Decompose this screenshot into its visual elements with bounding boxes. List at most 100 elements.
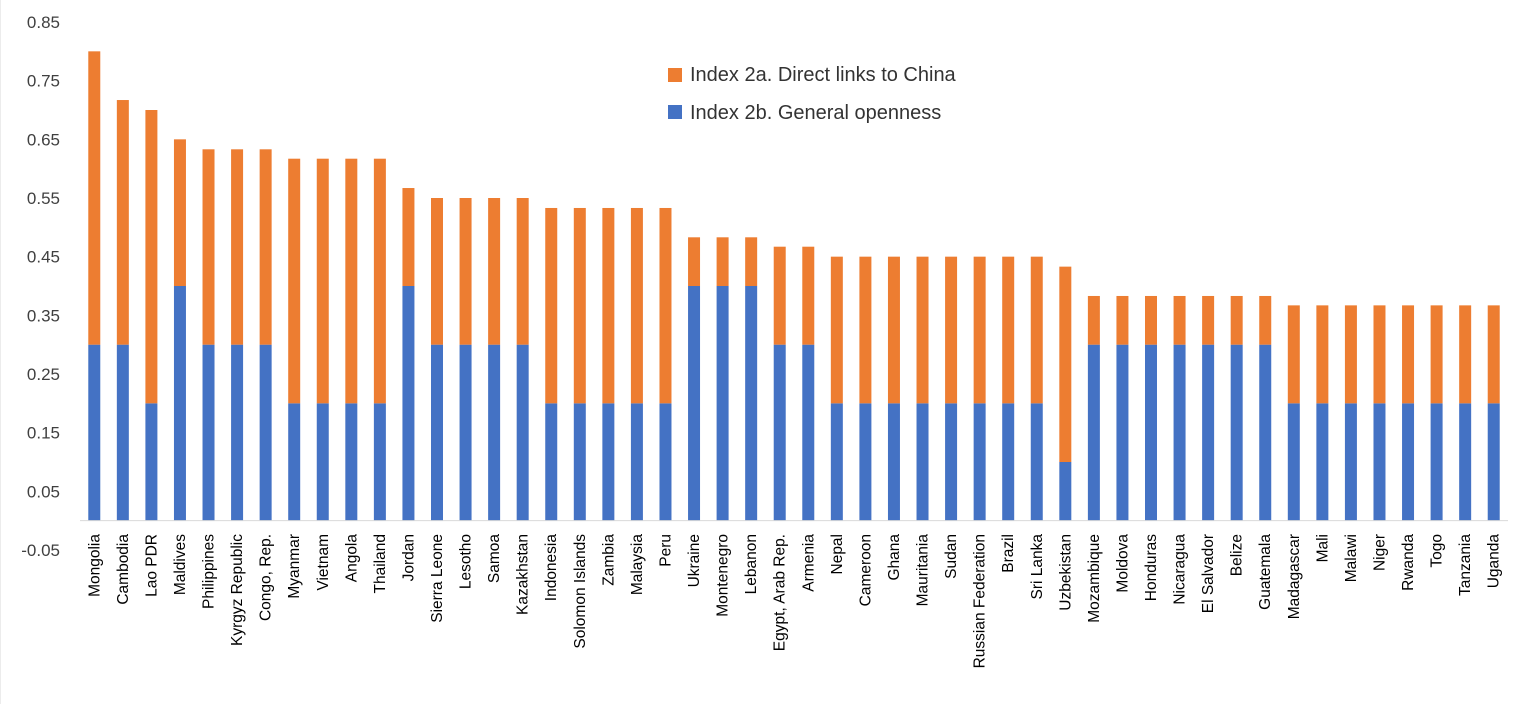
legend-swatch-direct-links xyxy=(668,68,682,82)
x-category-label: Guatemala xyxy=(1257,534,1274,610)
bar-direct-links xyxy=(1030,256,1043,404)
x-category-label: Nicaragua xyxy=(1172,534,1189,605)
x-category-label: Honduras xyxy=(1143,534,1160,601)
x-category-label: Mali xyxy=(1314,534,1331,562)
y-tick-label: 0.05 xyxy=(27,482,60,501)
bar-direct-links xyxy=(1344,305,1357,404)
bar-direct-links xyxy=(688,237,701,286)
x-category-label: Ghana xyxy=(886,534,903,581)
bar-direct-links xyxy=(145,110,158,404)
x-category-label: Togo xyxy=(1429,534,1446,568)
bar-direct-links xyxy=(259,149,272,345)
bar-general-openness xyxy=(745,286,758,521)
x-category-label: Cambodia xyxy=(115,534,132,605)
bar-direct-links xyxy=(88,51,101,345)
x-category-label: Ukraine xyxy=(686,534,703,587)
x-category-label: Rwanda xyxy=(1400,534,1417,591)
x-category-label: Maldives xyxy=(172,534,189,595)
bar-direct-links xyxy=(488,198,501,345)
bar-direct-links xyxy=(945,256,958,404)
bar-direct-links xyxy=(630,207,643,404)
bar-direct-links xyxy=(459,198,472,345)
bar-direct-links xyxy=(1459,305,1472,404)
bar-direct-links xyxy=(1373,305,1386,404)
x-category-label: Belize xyxy=(1229,534,1246,576)
x-category-label: Thailand xyxy=(372,534,389,593)
bar-direct-links xyxy=(1316,305,1329,404)
bar-general-openness xyxy=(802,344,815,521)
bar-general-openness xyxy=(231,344,244,521)
x-category-label: Philippines xyxy=(201,534,218,609)
bar-direct-links xyxy=(973,256,986,404)
x-category-label: Uzbekistan xyxy=(1057,534,1074,611)
x-category-label: Moldova xyxy=(1114,534,1131,593)
x-category-label: Myanmar xyxy=(286,534,303,599)
bar-general-openness xyxy=(431,344,443,521)
bar-general-openness xyxy=(1202,344,1215,521)
legend-label-direct-links: Index 2a. Direct links to China xyxy=(690,64,957,86)
x-category-label: Montenegro xyxy=(715,534,732,617)
bar-general-openness xyxy=(1459,403,1472,521)
legend: Index 2a. Direct links to China Index 2b… xyxy=(668,64,957,124)
bar-general-openness xyxy=(1059,462,1072,521)
bar-general-openness xyxy=(1287,403,1300,521)
x-category-label: Mongolia xyxy=(86,534,103,597)
y-tick-label: 0.65 xyxy=(27,130,60,149)
bar-general-openness xyxy=(688,286,701,521)
y-tick-label: 0.75 xyxy=(27,72,60,91)
bar-general-openness xyxy=(202,344,215,521)
x-category-label: Indonesia xyxy=(543,534,560,602)
x-category-label: Lesotho xyxy=(458,534,475,589)
bar-general-openness xyxy=(773,344,786,521)
bar-direct-links xyxy=(1259,295,1272,345)
x-category-label: Sudan xyxy=(943,534,960,579)
x-category-label: Lebanon xyxy=(743,534,760,594)
bar-general-openness xyxy=(1145,344,1157,521)
bar-direct-links xyxy=(431,198,443,345)
bar-direct-links xyxy=(345,158,358,404)
bar-direct-links xyxy=(830,256,843,404)
x-category-label: Nepal xyxy=(829,534,846,575)
bar-general-openness xyxy=(488,344,501,521)
x-category-label: Vietnam xyxy=(315,534,332,591)
bar-general-openness xyxy=(88,344,101,521)
bar-direct-links xyxy=(1145,295,1157,345)
y-tick-label: -0.05 xyxy=(21,541,60,560)
bar-general-openness xyxy=(1487,403,1500,521)
bar-general-openness xyxy=(259,344,272,521)
bar-general-openness xyxy=(316,403,329,521)
x-category-label: Malaysia xyxy=(629,534,646,596)
y-tick-label: 0.35 xyxy=(27,306,60,325)
bar-direct-links xyxy=(231,149,244,345)
bar-general-openness xyxy=(1316,403,1329,521)
x-category-label: Jordan xyxy=(400,534,417,581)
bar-general-openness xyxy=(1373,403,1386,521)
x-category-label: Zambia xyxy=(600,534,617,586)
x-axis-category-labels: Mongolia Cambodia Lao PDR Maldives Philippin… xyxy=(86,534,1502,669)
bar-general-openness xyxy=(973,403,986,521)
bar-general-openness xyxy=(602,403,615,521)
bar-general-openness xyxy=(1116,344,1129,521)
bar-direct-links xyxy=(316,158,329,404)
bar-direct-links xyxy=(716,237,729,286)
bar-general-openness xyxy=(573,403,586,521)
bar-direct-links xyxy=(288,158,301,404)
bar-general-openness xyxy=(1230,344,1243,521)
bar-general-openness xyxy=(1173,344,1186,521)
bar-direct-links xyxy=(1202,295,1215,345)
x-category-label: Sierra Leone xyxy=(429,534,446,623)
x-category-label: El Salvador xyxy=(1200,534,1217,613)
y-tick-label: 0.25 xyxy=(27,365,60,384)
y-axis-ticks: 0.85 0.75 0.65 0.55 0.45 0.35 0.25 0.15 0.05 -0.0… xyxy=(21,13,60,560)
y-tick-label: 0.45 xyxy=(27,248,60,267)
bar-direct-links xyxy=(1402,305,1415,404)
y-tick-label: 0.55 xyxy=(27,189,60,208)
bar-direct-links xyxy=(373,158,386,404)
bar-general-openness xyxy=(1259,344,1272,521)
bar-direct-links xyxy=(1487,305,1500,404)
bar-direct-links xyxy=(802,246,815,345)
bars xyxy=(88,51,1500,521)
x-category-label: Armenia xyxy=(800,534,817,592)
x-category-label: Mozambique xyxy=(1086,534,1103,623)
